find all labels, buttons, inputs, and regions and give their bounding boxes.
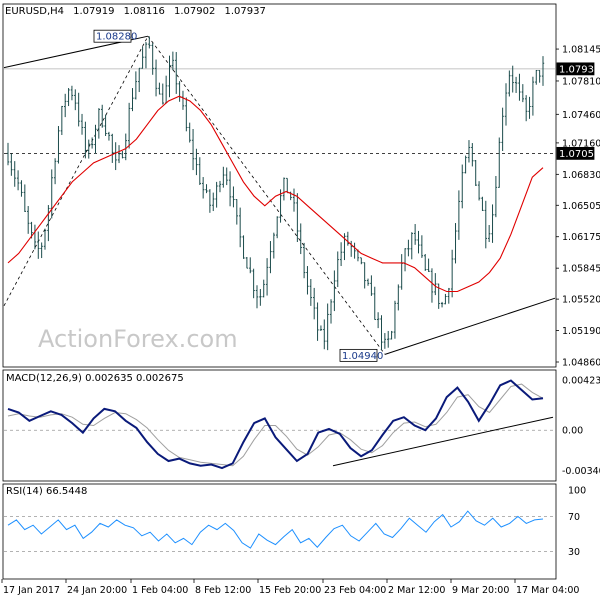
x-tick-label: 2 Mar 12:00 [388, 585, 445, 596]
lower-support-trendline [384, 297, 556, 355]
x-tick-label: 15 Feb 20:00 [259, 585, 321, 596]
dashed-rise-trendline [3, 36, 149, 306]
x-tick-label: 17 Mar 04:00 [516, 585, 579, 596]
price-y-tick-label: 1.08145 [562, 45, 600, 56]
rsi-header: RSI(14) 66.5448 [6, 486, 87, 497]
ohlc-open: 1.07919 [73, 6, 114, 17]
level-label-box [556, 146, 595, 160]
x-tick-label: 24 Jan 20:00 [67, 585, 127, 596]
rsi-line [7, 510, 544, 549]
ohlc-close: 1.07937 [224, 6, 265, 17]
rsi-y-tick-label: 30 [568, 547, 580, 558]
price-header: EURUSD,H4 1.07919 1.08116 1.07902 1.0793… [5, 0, 266, 18]
last-price-label: 1.07937 [559, 64, 600, 75]
price-y-tick-label: 1.05845 [562, 264, 600, 275]
price-y-tick-label: 1.07460 [562, 110, 600, 121]
price-y-tick-label: 1.07160 [562, 138, 600, 149]
price-y-tick-label: 1.06830 [562, 170, 600, 181]
watermark: ActionForex.com [38, 325, 238, 353]
moving-average-line [7, 95, 544, 293]
price-panel-frame [2, 3, 557, 368]
low-label: 1.04940 [342, 351, 383, 362]
price-y-tick-label: 1.04860 [562, 358, 600, 369]
high-label-box [93, 29, 132, 43]
macd-y-tick-label: -0.003404 [562, 466, 600, 477]
symbol-header: EURUSD,H4 [5, 6, 64, 17]
rsi-y-tick-label: 100 [568, 486, 586, 497]
last-price-label-box [556, 62, 595, 76]
price-y-tick-label: 1.06505 [562, 201, 600, 212]
macd-header: MACD(12,26,9) 0.002635 0.002675 [6, 373, 184, 384]
price-y-tick-label: 1.06175 [562, 232, 600, 243]
x-tick-label: 1 Feb 04:00 [132, 585, 188, 596]
rsi-y-tick-label: 70 [568, 512, 580, 523]
high-label: 1.08280 [96, 32, 137, 43]
ohlc-high: 1.08116 [124, 6, 165, 17]
x-tick-label: 9 Mar 20:00 [452, 585, 509, 596]
macd-y-tick-label: 0.004238 [562, 376, 600, 387]
macd-panel-frame [2, 369, 557, 482]
macd-signal-line [7, 383, 544, 467]
x-tick-label: 23 Feb 04:00 [324, 585, 386, 596]
macd-trendline [332, 416, 554, 467]
x-tick-label: 17 Jan 2017 [3, 585, 60, 596]
low-label-box [339, 348, 378, 362]
price-y-tick-label: 1.05520 [562, 295, 600, 306]
rsi-panel-frame [2, 483, 557, 580]
price-y-tick-label: 1.05190 [562, 326, 600, 337]
dashed-fall-trendline [147, 35, 386, 355]
macd-line [7, 379, 544, 470]
x-tick-label: 8 Feb 12:00 [195, 585, 251, 596]
level-label: 1.07050 [559, 149, 600, 160]
ohlc-low: 1.07902 [174, 6, 215, 17]
price-y-tick-label: 1.07810 [562, 76, 600, 87]
macd-y-tick-label: 0.00 [562, 426, 583, 437]
